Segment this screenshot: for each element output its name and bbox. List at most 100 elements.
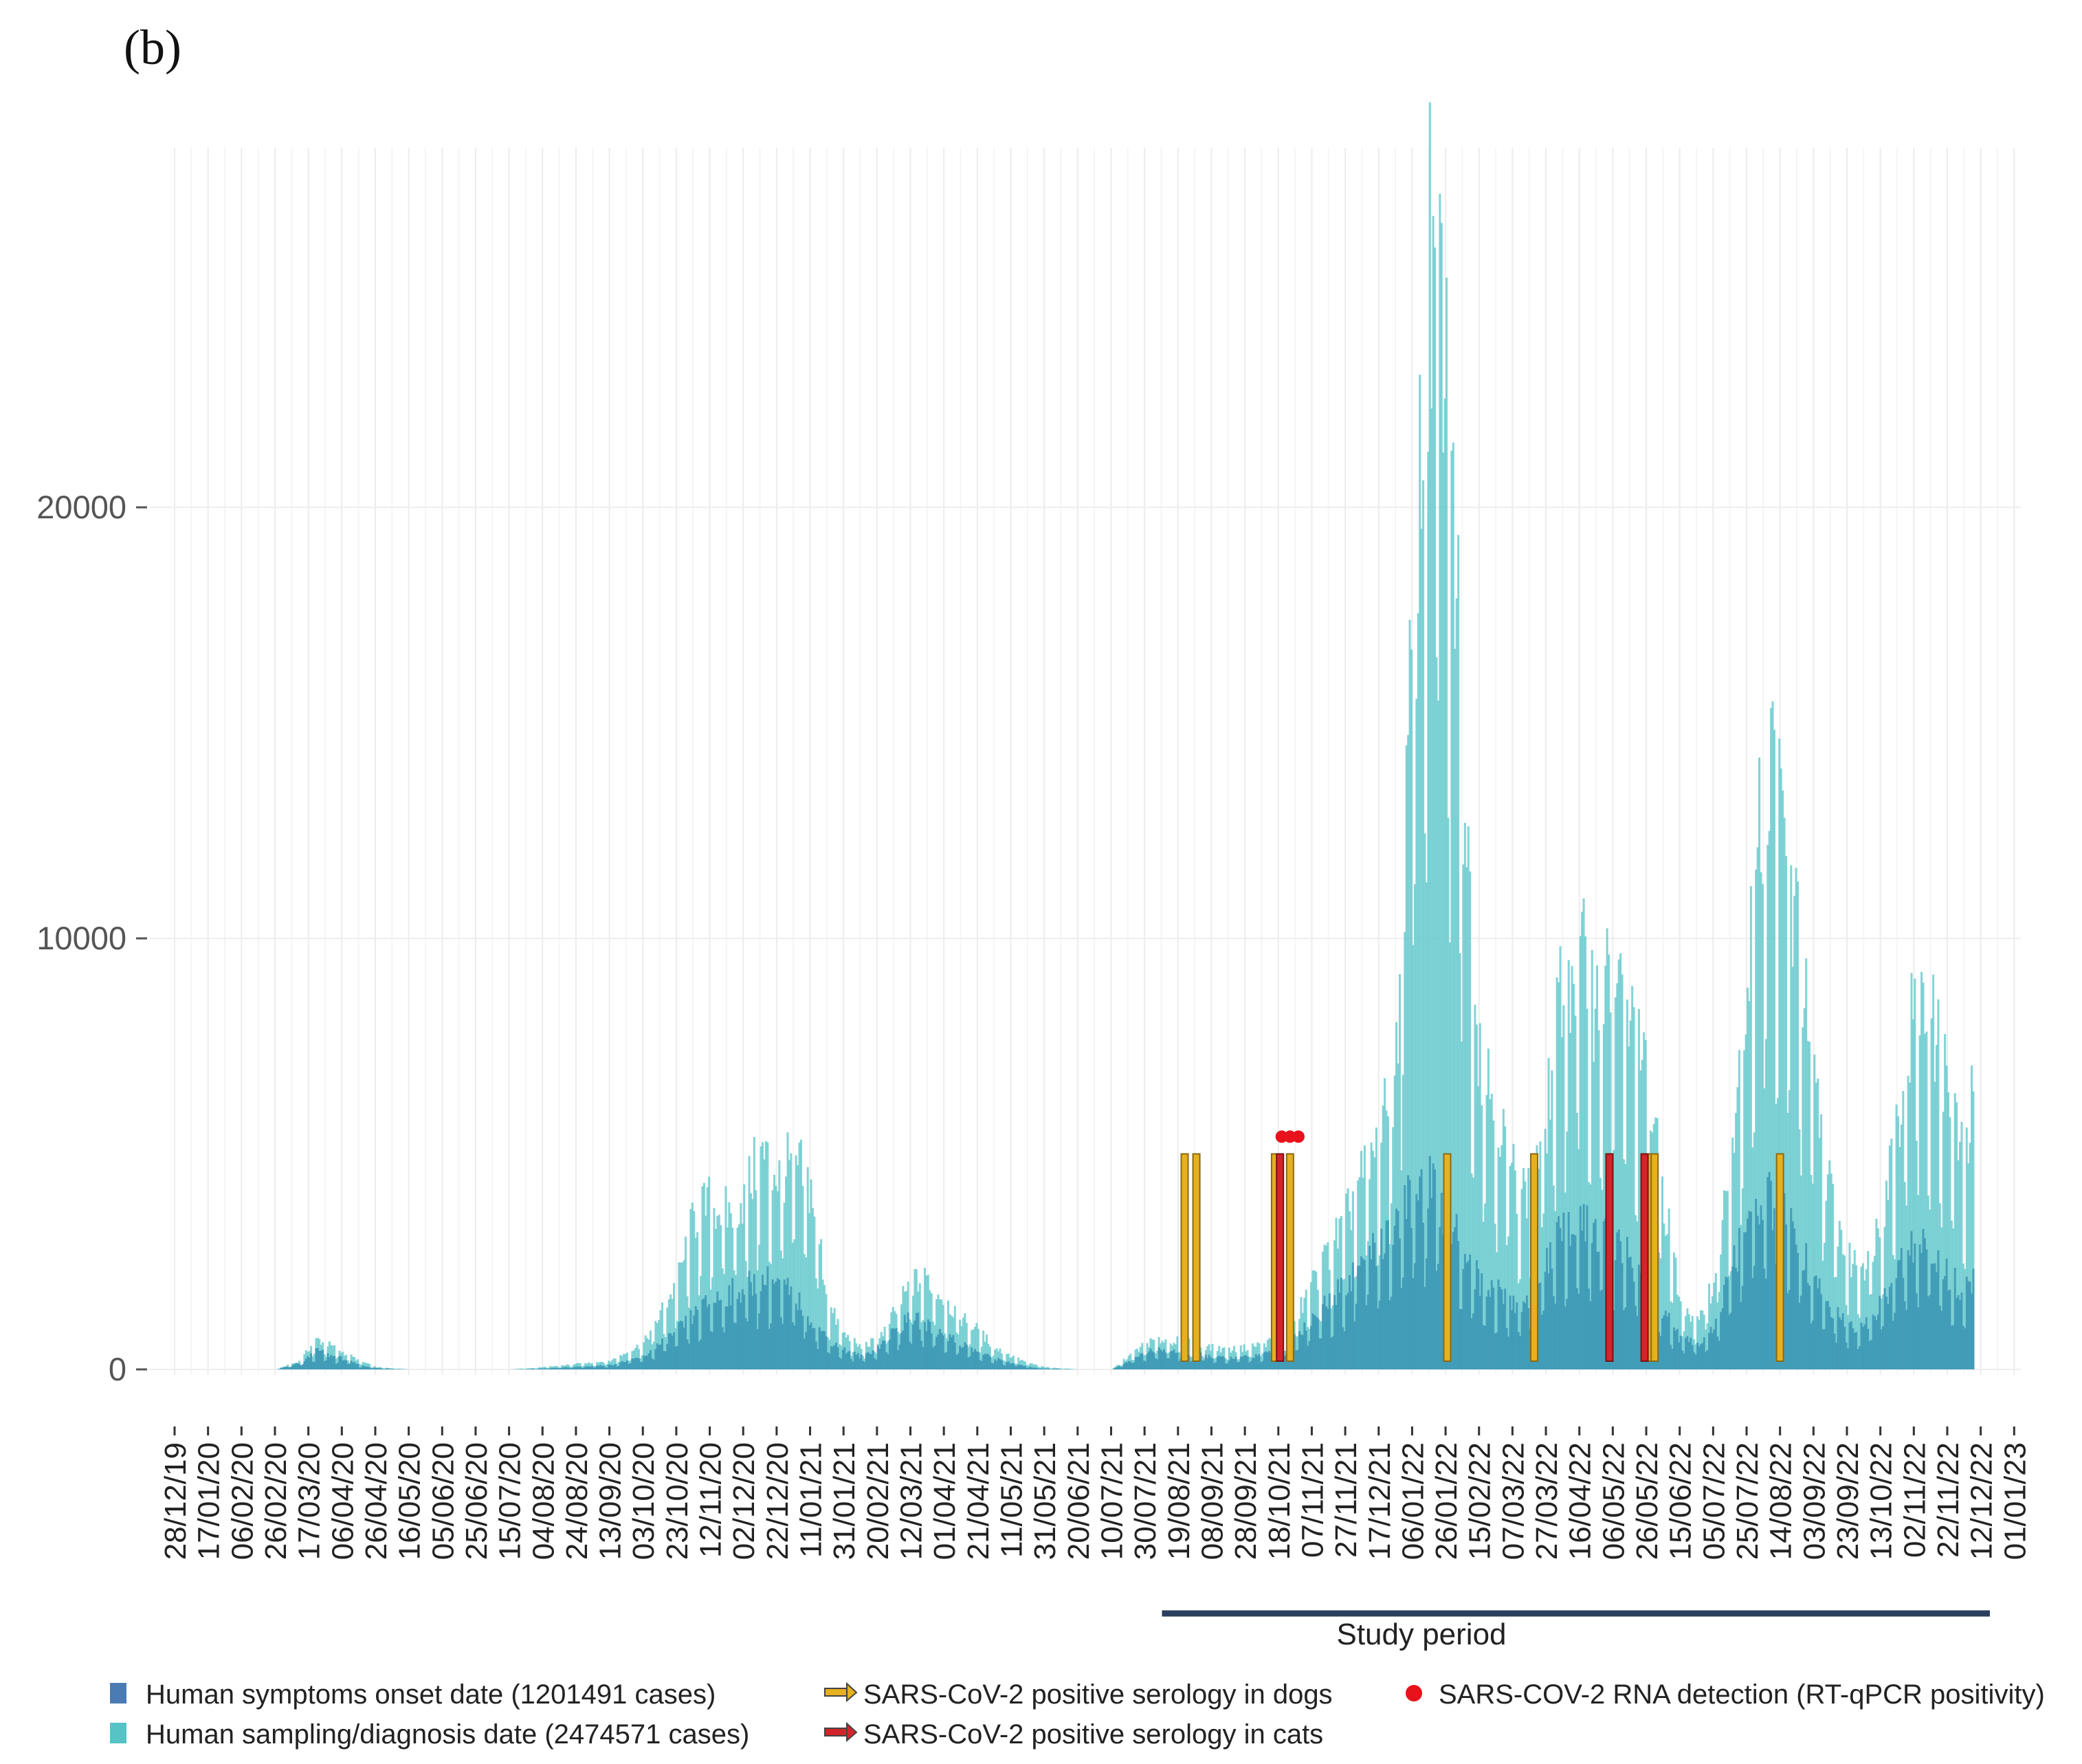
case-bar: [1353, 1321, 1356, 1369]
case-bar: [606, 1364, 608, 1369]
case-bar: [716, 1291, 719, 1369]
case-bar: [873, 1358, 876, 1369]
case-bar: [1802, 1027, 1804, 1369]
case-bar: [1347, 1292, 1349, 1369]
case-bar: [803, 1254, 806, 1369]
case-bar: [1621, 1263, 1624, 1369]
case-bar: [1564, 1306, 1566, 1369]
case-bar: [532, 1367, 535, 1369]
case-bar: [1555, 1222, 1558, 1369]
case-bar: [763, 1284, 766, 1369]
case-bar: [1658, 1332, 1661, 1369]
case-bar: [913, 1320, 916, 1369]
case-bar: [1260, 1362, 1263, 1369]
case-bar: [1847, 1348, 1850, 1369]
case-bar: [1868, 1294, 1871, 1369]
case-bar: [601, 1361, 603, 1369]
case-bar: [288, 1367, 291, 1369]
case-bar: [1177, 1360, 1180, 1369]
case-bar: [656, 1343, 658, 1369]
case-bar: [1859, 1346, 1861, 1369]
case-bar: [1390, 1297, 1393, 1369]
case-bar: [313, 1354, 315, 1369]
case-bar: [915, 1312, 918, 1369]
case-bar: [1430, 408, 1433, 1369]
case-bar: [1555, 977, 1558, 1369]
x-tick-label: 14/08/22: [1764, 1442, 1798, 1560]
case-bar: [1927, 1296, 1929, 1369]
case-bar: [1890, 1283, 1893, 1369]
case-bar: [641, 1361, 643, 1369]
case-bar: [669, 1333, 672, 1369]
case-bar: [1520, 1312, 1523, 1369]
case-bar: [372, 1367, 375, 1369]
case-bar: [1474, 1289, 1476, 1369]
case-bar: [1920, 971, 1923, 1369]
case-bar: [1852, 1327, 1854, 1369]
case-bar: [1386, 1220, 1389, 1369]
case-bar: [320, 1350, 322, 1369]
case-bar: [706, 1187, 709, 1369]
case-bar: [1783, 817, 1786, 1369]
case-bar: [788, 1160, 790, 1369]
case-bar: [1208, 1354, 1210, 1369]
case-bar: [562, 1367, 565, 1369]
case-bar: [1865, 1317, 1868, 1369]
case-bar: [555, 1367, 558, 1369]
case-bar: [944, 1352, 946, 1369]
case-bar: [1373, 1242, 1376, 1369]
x-tick-label: 13/09/20: [594, 1442, 628, 1560]
case-bar: [1622, 1310, 1626, 1369]
case-bar: [771, 1279, 774, 1369]
case-bar: [1841, 1254, 1844, 1369]
case-bar: [1798, 1129, 1801, 1369]
case-bar: [1572, 984, 1575, 1369]
case-bar: [922, 1347, 924, 1369]
legend-swatch: [110, 1723, 126, 1743]
case-bar: [1687, 1342, 1690, 1369]
case-bar: [1032, 1367, 1035, 1369]
case-bar: [683, 1327, 685, 1369]
case-bar: [1331, 1336, 1334, 1369]
case-bar: [1510, 1310, 1513, 1369]
case-bar: [830, 1346, 832, 1369]
case-bar: [360, 1367, 363, 1369]
case-bar: [593, 1367, 595, 1369]
case-bar: [1930, 1263, 1933, 1369]
x-tick-label: 11/01/21: [795, 1442, 828, 1558]
case-bar: [623, 1362, 625, 1369]
case-bar: [1402, 1074, 1404, 1369]
case-bar: [1300, 1334, 1303, 1369]
case-bar: [1273, 1361, 1276, 1369]
case-bar: [584, 1366, 587, 1369]
case-bar: [825, 1336, 828, 1369]
case-bar: [833, 1345, 836, 1369]
case-bar: [1632, 1007, 1635, 1369]
case-bar: [855, 1354, 858, 1369]
case-bar: [1188, 1355, 1190, 1369]
case-bar: [1017, 1365, 1020, 1369]
case-bar: [1952, 1228, 1955, 1369]
case-bar: [1935, 1272, 1938, 1369]
case-bar: [959, 1345, 962, 1369]
case-bar: [994, 1359, 997, 1369]
case-bar: [1520, 1189, 1523, 1369]
case-bar: [646, 1355, 649, 1369]
case-bar: [1907, 1075, 1909, 1369]
x-tick-label: 22/11/22: [1931, 1442, 1965, 1558]
case-bar: [1942, 1112, 1945, 1369]
case-bar: [1398, 974, 1401, 1369]
case-bar: [952, 1334, 955, 1369]
case-bar: [1347, 1188, 1349, 1369]
case-bar: [1699, 1344, 1702, 1369]
case-bar: [1905, 1205, 1908, 1369]
case-bar: [1343, 1279, 1346, 1369]
case-bar: [345, 1360, 348, 1369]
case-bar: [1160, 1349, 1162, 1369]
case-bar: [1134, 1356, 1137, 1369]
case-bar: [621, 1360, 623, 1369]
case-bar: [1300, 1297, 1303, 1369]
case-bar: [694, 1237, 697, 1369]
case-bar: [1254, 1354, 1257, 1369]
case-bar: [1953, 1093, 1956, 1369]
